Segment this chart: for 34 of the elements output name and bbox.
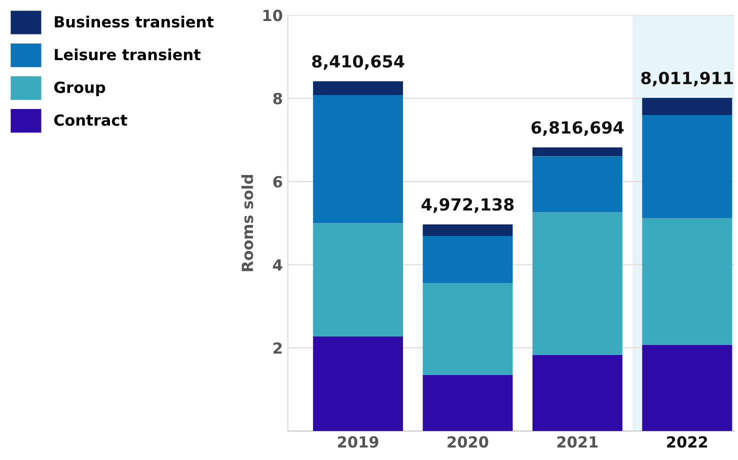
bar — [642, 218, 732, 345]
y-tick-label: 10 — [263, 10, 282, 22]
bar — [642, 114, 732, 218]
bar — [422, 236, 513, 283]
legend-label: Leisure transient — [54, 48, 201, 60]
bar — [532, 354, 622, 432]
bar — [313, 223, 404, 336]
y-tick-label: 6 — [273, 176, 282, 188]
y-tick-label: 2 — [274, 342, 282, 354]
x-tick-label: 2022 — [667, 436, 708, 448]
y-tick-label: 8 — [273, 92, 282, 104]
annotation: 8,410,654 — [312, 55, 404, 70]
bar — [532, 147, 622, 156]
bar — [642, 98, 732, 115]
legend-label: Contract — [54, 114, 128, 126]
y-tick-label: 4 — [273, 259, 282, 270]
bar — [532, 212, 622, 355]
bar — [313, 81, 404, 96]
bar — [642, 344, 732, 432]
bar — [422, 224, 513, 236]
bar — [422, 374, 513, 432]
annotation: 8,011,911 — [641, 72, 733, 86]
x-tick-label: 2019 — [338, 436, 378, 448]
bar — [313, 95, 404, 224]
legend-label: Business transient — [54, 16, 214, 28]
annotation: 6,816,694 — [532, 121, 624, 136]
x-tick-label: 2021 — [557, 436, 598, 448]
y-axis-title: Rooms sold — [241, 174, 254, 272]
legend-label: Group — [54, 82, 106, 96]
annotation: 4,972,138 — [422, 198, 514, 213]
bar — [313, 336, 404, 432]
x-tick-label: 2020 — [448, 436, 488, 448]
bar — [532, 156, 622, 212]
bar — [422, 282, 513, 375]
